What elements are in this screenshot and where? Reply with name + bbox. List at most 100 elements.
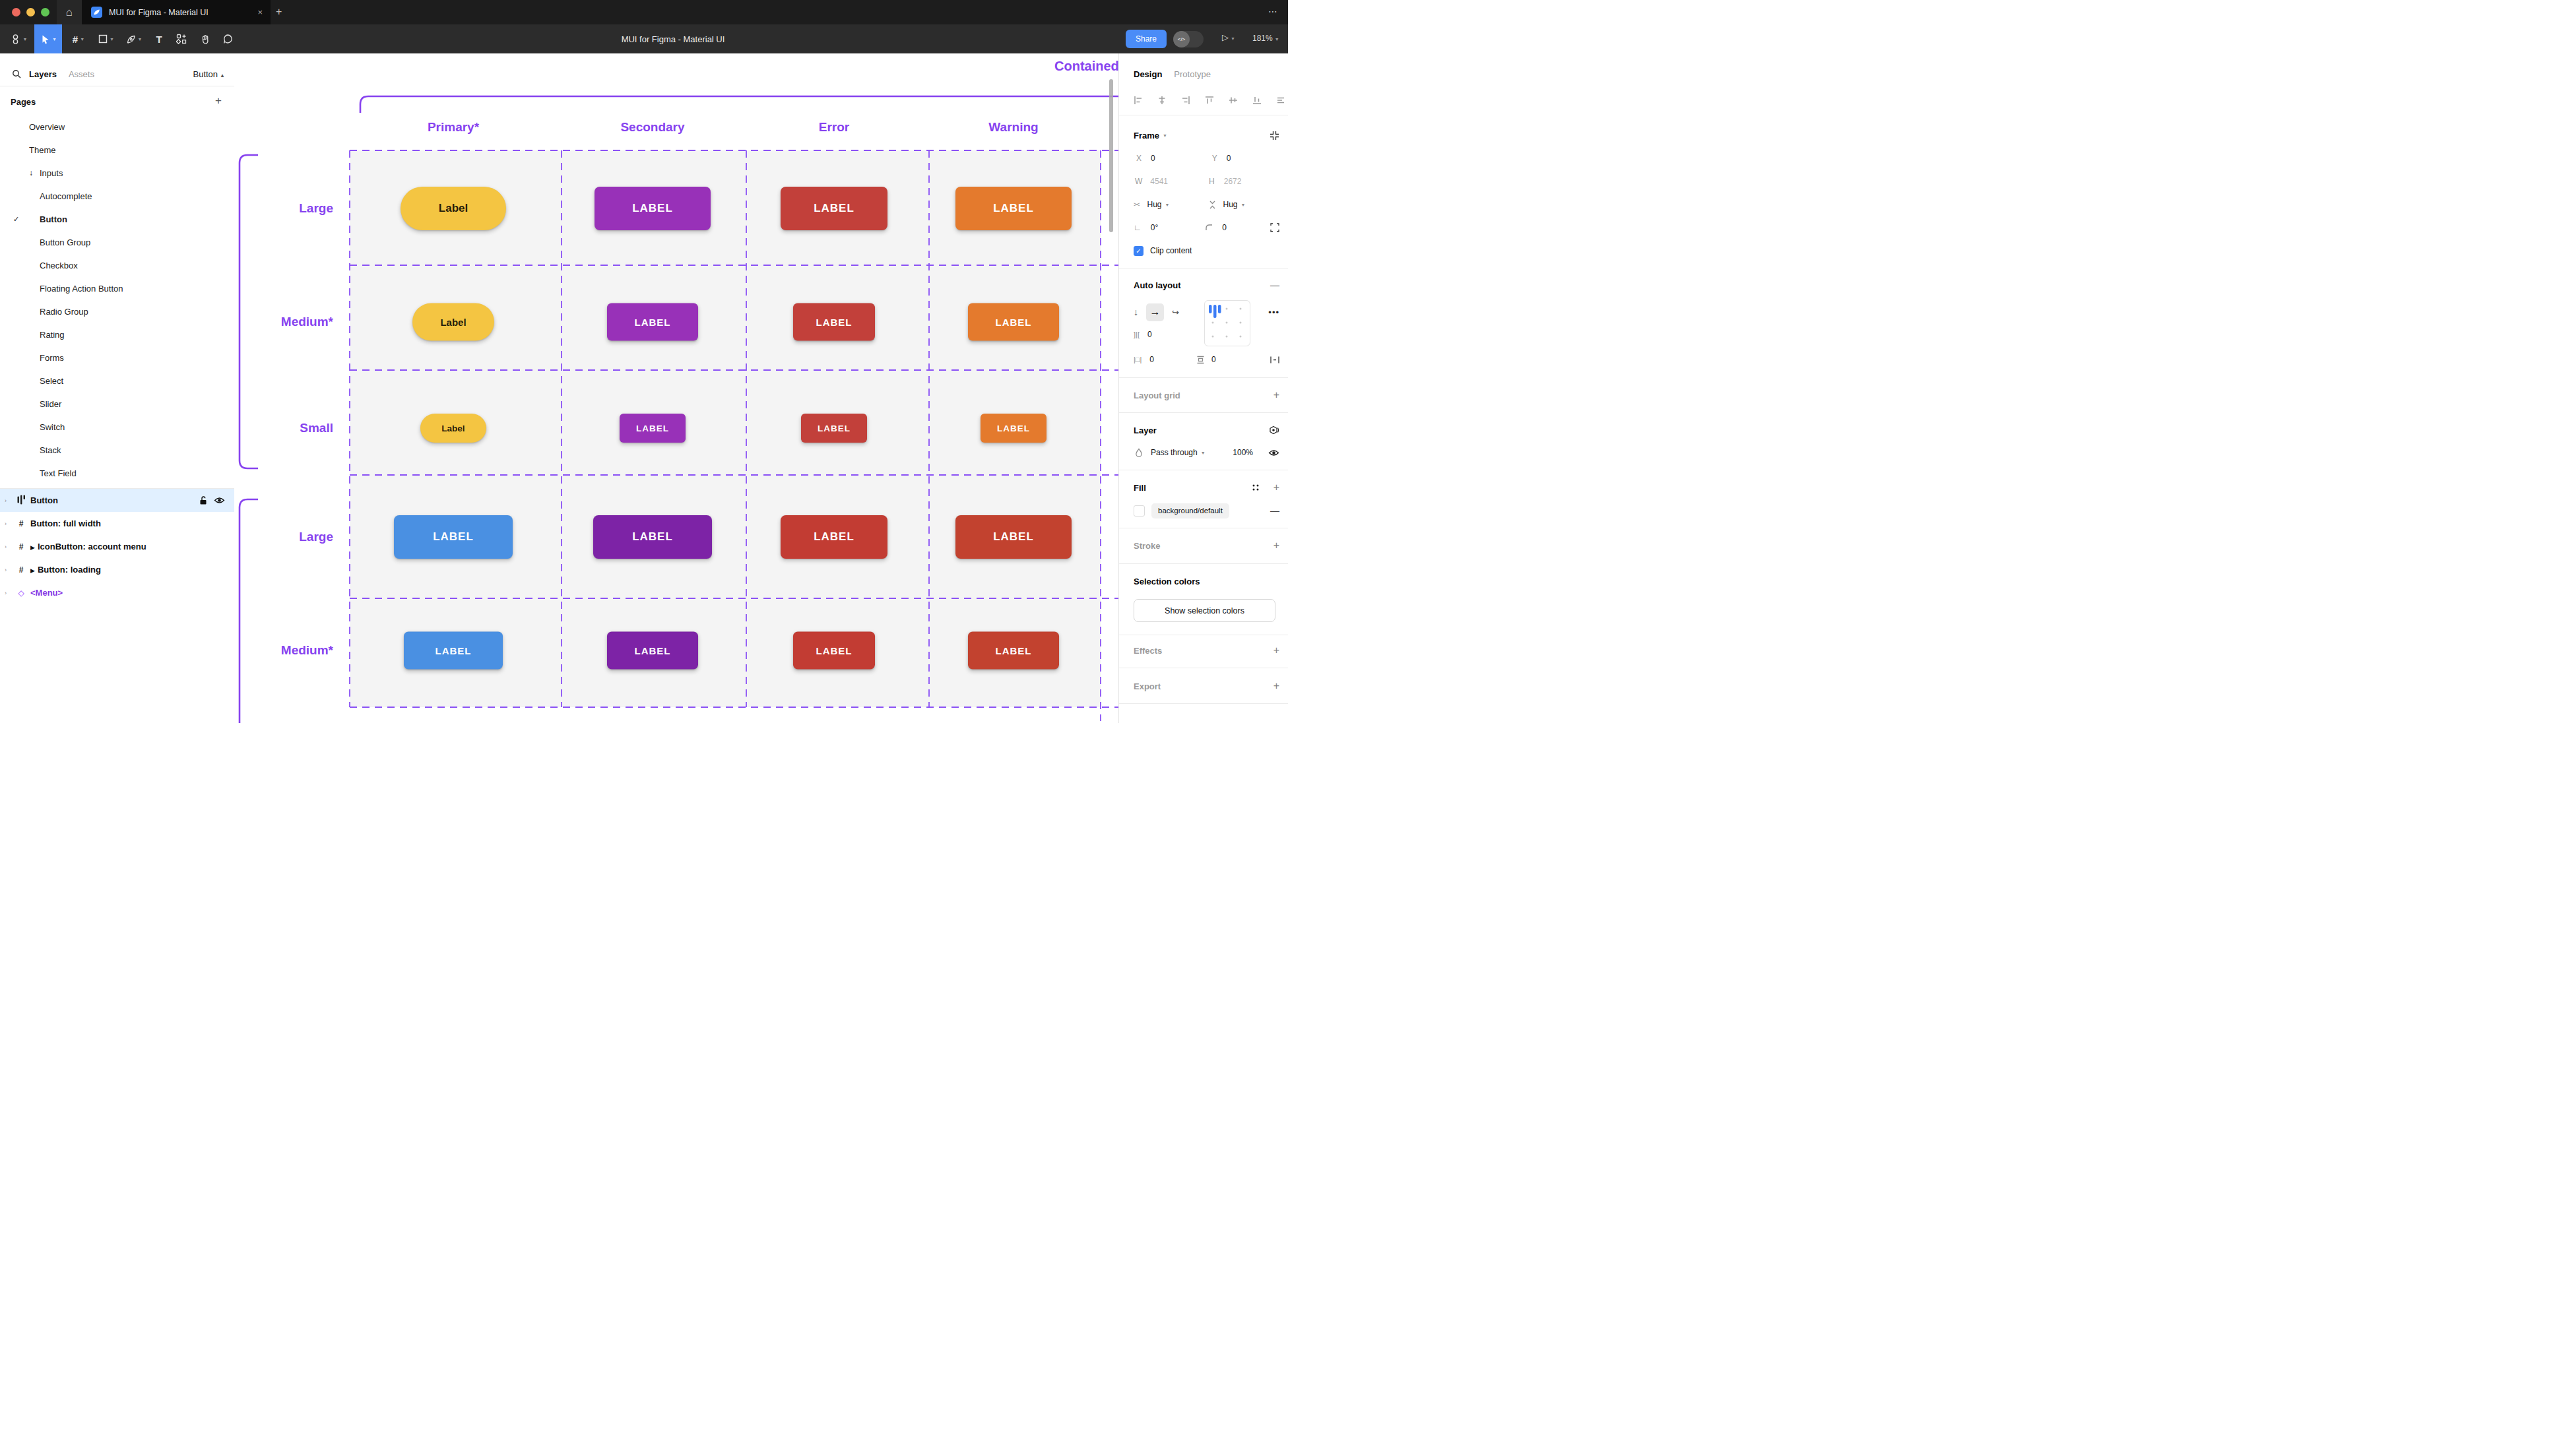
h-value[interactable]: 2672	[1224, 177, 1242, 186]
traffic-minimize-button[interactable]	[26, 8, 35, 16]
blend-mode-value[interactable]: Pass through	[1151, 448, 1198, 457]
tab-assets[interactable]: Assets	[69, 69, 94, 79]
layout-grid-header[interactable]: Layout grid	[1134, 391, 1180, 400]
add-effect-button[interactable]: +	[1273, 644, 1279, 656]
layer-row-menu[interactable]: ›◇<Menu>	[0, 581, 234, 604]
align-bottom-icon[interactable]	[1252, 96, 1262, 105]
traffic-close-button[interactable]	[12, 8, 20, 16]
y-value[interactable]: 0	[1227, 154, 1231, 163]
zoom-level-menu[interactable]: 181%▼	[1252, 34, 1279, 43]
align-top-icon[interactable]	[1205, 96, 1214, 105]
collapse-frame-icon[interactable]	[1270, 131, 1279, 141]
remove-fill-button[interactable]: —	[1270, 505, 1279, 516]
canvas-button-primary-2[interactable]: Label	[420, 414, 486, 443]
independent-corners-icon[interactable]	[1270, 223, 1279, 232]
v-padding-value[interactable]: 0	[1211, 355, 1216, 364]
auto-layout-more-icon[interactable]: •••	[1268, 307, 1279, 317]
sidebar-page-button[interactable]: ✓Button	[0, 209, 274, 229]
search-icon[interactable]	[12, 69, 21, 79]
frame-name-label[interactable]: Contained	[1054, 59, 1118, 74]
sidebar-page-overview[interactable]: Overview	[0, 117, 263, 137]
add-fill-button[interactable]: +	[1273, 482, 1279, 493]
disclosure-chevron-icon[interactable]: ›	[5, 590, 7, 596]
canvas-button-error-4[interactable]: LABEL	[793, 632, 875, 670]
text-tool-button[interactable]: T	[149, 24, 169, 53]
pen-tool-button[interactable]: ▼	[121, 24, 146, 53]
layer-row-button[interactable]: ›Button	[0, 489, 234, 512]
h-resize-value[interactable]: Hug	[1147, 200, 1162, 209]
sidebar-page-stack[interactable]: Stack	[0, 440, 274, 460]
independent-padding-icon[interactable]	[1270, 356, 1279, 364]
hand-tool-button[interactable]	[194, 24, 216, 53]
sidebar-page-slider[interactable]: Slider	[0, 394, 274, 414]
window-more-icon[interactable]: ⋯	[1268, 6, 1278, 16]
sidebar-page-button-group[interactable]: Button Group	[0, 232, 274, 252]
sidebar-page-switch[interactable]: Switch	[0, 417, 274, 437]
w-value[interactable]: 4541	[1150, 177, 1168, 186]
sidebar-page-forms[interactable]: Forms	[0, 348, 274, 367]
disclosure-chevron-icon[interactable]: ›	[5, 520, 7, 527]
add-page-button[interactable]: +	[215, 94, 222, 108]
export-section-header[interactable]: Export	[1134, 681, 1161, 691]
corner-radius-value[interactable]: 0	[1222, 223, 1227, 232]
shape-tool-button[interactable]: ▼	[94, 24, 119, 53]
frame-tool-button[interactable]: # ▼	[66, 24, 91, 53]
close-tab-icon[interactable]: ×	[257, 7, 263, 17]
traffic-zoom-button[interactable]	[41, 8, 49, 16]
canvas-button-secondary-2[interactable]: LABEL	[620, 414, 686, 443]
canvas-button-warning-4[interactable]: LABEL	[968, 632, 1059, 670]
rotation-value[interactable]: 0°	[1151, 223, 1158, 232]
canvas-button-warning-1[interactable]: LABEL	[968, 303, 1059, 341]
blend-mode-icon[interactable]	[1269, 425, 1279, 435]
canvas-button-warning-0[interactable]: LABEL	[955, 187, 1072, 230]
eye-icon[interactable]	[214, 496, 225, 505]
layer-section-header[interactable]: Layer	[1134, 425, 1157, 435]
sidebar-page-text-field[interactable]: Text Field	[0, 463, 274, 483]
canvas-button-warning-3[interactable]: LABEL	[955, 515, 1072, 559]
sidebar-page-inputs[interactable]: ↓Inputs	[0, 163, 274, 183]
fill-section-header[interactable]: Fill	[1134, 483, 1146, 493]
auto-layout-header[interactable]: Auto layout	[1134, 280, 1181, 290]
show-selection-colors-button[interactable]: Show selection colors	[1134, 599, 1275, 622]
layer-row-button-full-width[interactable]: ›#Button: full width	[0, 512, 234, 535]
figma-menu-button[interactable]: ▼	[5, 24, 32, 53]
sidebar-page-radio-group[interactable]: Radio Group	[0, 301, 274, 321]
sidebar-page-select[interactable]: Select	[0, 371, 274, 391]
sidebar-page-theme[interactable]: Theme	[0, 140, 263, 160]
disclosure-chevron-icon[interactable]: ›	[5, 567, 7, 573]
fill-color-swatch[interactable]	[1134, 505, 1145, 517]
unlock-icon[interactable]	[199, 496, 207, 505]
canvas-button-warning-2[interactable]: LABEL	[981, 414, 1046, 443]
canvas-scrollbar[interactable]	[1109, 79, 1113, 232]
layer-row-iconbutton-account-menu[interactable]: ›#▶IconButton: account menu	[0, 535, 234, 558]
disclosure-chevron-icon[interactable]: ›	[5, 497, 7, 504]
new-tab-button[interactable]: +	[276, 6, 282, 18]
canvas-button-primary-1[interactable]: Label	[412, 303, 494, 341]
disclosure-chevron-icon[interactable]: ›	[5, 544, 7, 550]
tab-design[interactable]: Design	[1134, 69, 1162, 79]
canvas-button-secondary-4[interactable]: LABEL	[607, 632, 698, 670]
add-stroke-button[interactable]: +	[1273, 540, 1279, 551]
canvas-button-primary-3[interactable]: LABEL	[394, 515, 513, 559]
stroke-section-header[interactable]: Stroke	[1134, 541, 1160, 551]
effects-section-header[interactable]: Effects	[1134, 646, 1162, 656]
present-button[interactable]: ▷▼	[1222, 32, 1235, 42]
layer-row-button-loading[interactable]: ›#▶Button: loading	[0, 558, 234, 581]
h-padding-value[interactable]: 0	[1149, 355, 1154, 364]
share-button[interactable]: Share	[1126, 30, 1167, 48]
align-right-icon[interactable]	[1181, 96, 1190, 105]
align-left-icon[interactable]	[1134, 96, 1143, 105]
canvas-button-primary-4[interactable]: LABEL	[404, 632, 503, 670]
eye-icon[interactable]	[1268, 449, 1279, 457]
canvas-button-secondary-1[interactable]: LABEL	[607, 303, 698, 341]
home-button[interactable]: ⌂	[57, 0, 82, 24]
canvas-button-error-2[interactable]: LABEL	[801, 414, 867, 443]
sidebar-page-rating[interactable]: Rating	[0, 325, 274, 344]
layout-vertical-icon[interactable]: ↓	[1134, 307, 1138, 317]
canvas-button-error-0[interactable]: LABEL	[781, 187, 887, 230]
tab-layers[interactable]: Layers	[29, 69, 57, 79]
clip-content-checkbox[interactable]: ✓	[1134, 246, 1143, 256]
tab-prototype[interactable]: Prototype	[1174, 69, 1211, 79]
page-selector[interactable]: Button▲	[193, 69, 225, 79]
canvas-button-secondary-3[interactable]: LABEL	[593, 515, 712, 559]
